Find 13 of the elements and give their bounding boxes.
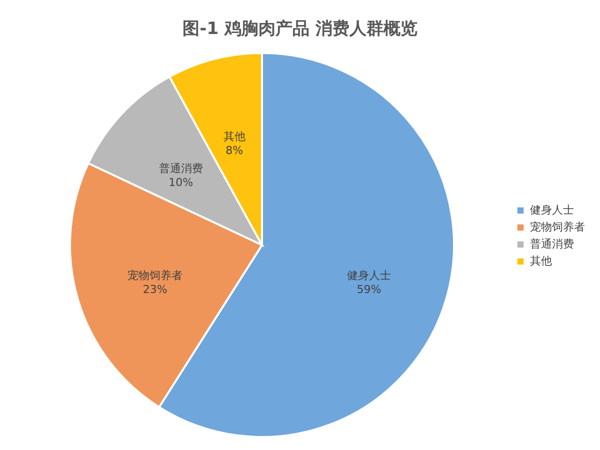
chart-title: 图-1 鸡胸肉产品 消费人群概览 <box>182 19 418 39</box>
legend-label: 其他 <box>530 254 552 268</box>
slice-label: 普通消费 <box>158 162 203 175</box>
legend-label: 宠物饲养者 <box>530 220 585 234</box>
legend-label: 普通消费 <box>530 238 574 250</box>
slice-label: 宠物饲养者 <box>128 269 183 282</box>
slice-label: 其他 <box>223 130 246 144</box>
data-label: 10% <box>168 176 194 189</box>
data-label: 8% <box>226 144 244 158</box>
slice-label: 健身人士 <box>346 269 391 282</box>
data-label: 59% <box>356 283 382 296</box>
legend-label: 健身人士 <box>530 204 574 216</box>
data-label: 23% <box>142 283 168 296</box>
